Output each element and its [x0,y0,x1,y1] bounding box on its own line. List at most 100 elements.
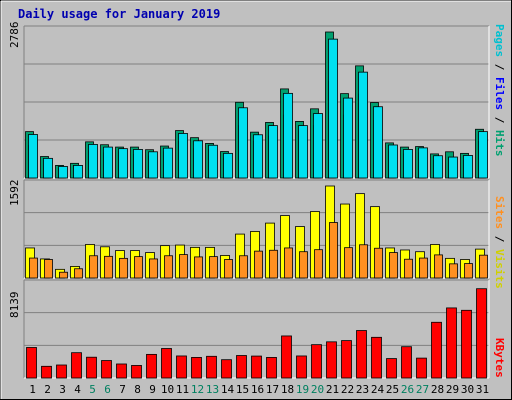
pages-bar-25 [388,144,398,179]
day-label-2: 2 [44,383,51,396]
sites-bar-7 [119,257,128,279]
day-label-30: 30 [461,383,474,396]
kbytes-bar-18 [281,335,292,379]
day-label-4: 4 [74,383,81,396]
sites-bar-5 [89,255,98,279]
kbytes-bar-21 [326,341,337,379]
sites-bar-15 [239,255,248,279]
kbytes-bar-29 [446,307,457,379]
sites-bar-16 [254,250,263,279]
day-label-7: 7 [119,383,126,396]
kbytes-bar-5 [86,356,97,379]
kbytes-bar-20 [311,344,322,379]
sites-bar-8 [134,256,143,279]
sites-bar-27 [419,257,428,279]
pages-bar-24 [373,106,383,179]
pages-bar-9 [148,151,158,179]
sites-bar-3 [59,271,68,279]
sites-bar-24 [374,247,383,279]
sites-bar-29 [449,263,458,279]
sites-bar-13 [209,256,218,279]
kbytes-bar-15 [236,355,247,379]
kbytes-legend: KBytes [493,338,506,378]
legend-visits: Visits [493,249,506,289]
legend-hits: Hits [493,130,506,157]
day-label-8: 8 [134,383,141,396]
kbytes-bar-31 [476,288,487,379]
kbytes-bar-4 [71,352,82,379]
legend-sep-1: / [493,57,506,77]
day-label-13: 13 [206,383,219,396]
kbytes-bar-17 [266,357,277,379]
sites-bar-6 [104,255,113,279]
day-label-18: 18 [281,383,294,396]
sites-bar-28 [434,254,443,279]
day-label-24: 24 [371,383,385,396]
pages-bar-28 [433,155,443,179]
sites-bar-14 [224,259,233,279]
kbytes-bar-30 [461,309,472,379]
pages-bar-7 [118,148,128,179]
pages-bar-23 [358,71,368,179]
pages-bar-18 [283,92,293,179]
kbytes-bar-22 [341,340,352,379]
kbytes-bar-2 [41,365,52,379]
kbytes-bar-13 [206,355,217,379]
day-label-10: 10 [161,383,174,396]
pages-bar-2 [43,157,53,179]
kbytes-bar-14 [221,359,232,379]
pages-bar-1 [28,134,38,179]
pages-bar-22 [343,97,353,179]
day-label-5: 5 [89,383,96,396]
legend-sep-3: / [493,229,506,249]
sites-bar-10 [164,255,173,279]
hits-y-max: 2786 [8,21,21,49]
sites-bar-30 [464,263,473,279]
legend-sep-2: / [493,110,506,130]
pages-bar-12 [193,140,203,179]
legend-files: Files [493,77,506,111]
kbytes-bar-16 [251,355,262,379]
legend-pages: Pages [493,24,506,58]
pages-bar-27 [418,147,428,179]
kbytes-bar-26 [401,346,412,379]
day-label-28: 28 [431,383,444,396]
day-label-6: 6 [104,383,111,396]
pages-bar-5 [88,144,98,179]
sites-bar-2 [44,259,53,279]
sites-bar-18 [284,247,293,279]
day-label-20: 20 [311,383,324,396]
sites-bar-22 [344,247,353,279]
sites-bar-20 [314,249,323,279]
kbytes-bar-7 [116,363,127,379]
kbytes-bar-25 [386,358,397,379]
kbytes-bar-28 [431,321,442,379]
pages-bar-31 [478,131,488,179]
pages-bar-19 [298,125,308,179]
day-label-25: 25 [386,383,399,396]
day-label-29: 29 [446,383,459,396]
kbytes-bar-9 [146,353,157,379]
sites-bar-11 [179,254,188,279]
day-label-1: 1 [29,383,36,396]
pages-bar-17 [268,125,278,179]
day-label-17: 17 [266,383,279,396]
day-label-14: 14 [221,383,235,396]
hits-legend: Pages / Files / Hits [493,24,506,157]
pages-bar-20 [313,113,323,179]
day-label-27: 27 [416,383,429,396]
day-label-11: 11 [176,383,189,396]
sites-y-max: 1592 [8,179,21,207]
day-label-12: 12 [191,383,204,396]
day-label-16: 16 [251,383,264,396]
kbytes-bar-8 [131,365,142,379]
sites-bar-25 [389,252,398,279]
day-label-21: 21 [326,383,339,396]
pages-bar-3 [58,166,68,179]
kbytes-y-max: 8139 [8,291,21,319]
pages-bar-30 [463,155,473,179]
kbytes-bar-10 [161,348,172,379]
day-label-31: 31 [476,383,489,396]
day-label-22: 22 [341,383,354,396]
